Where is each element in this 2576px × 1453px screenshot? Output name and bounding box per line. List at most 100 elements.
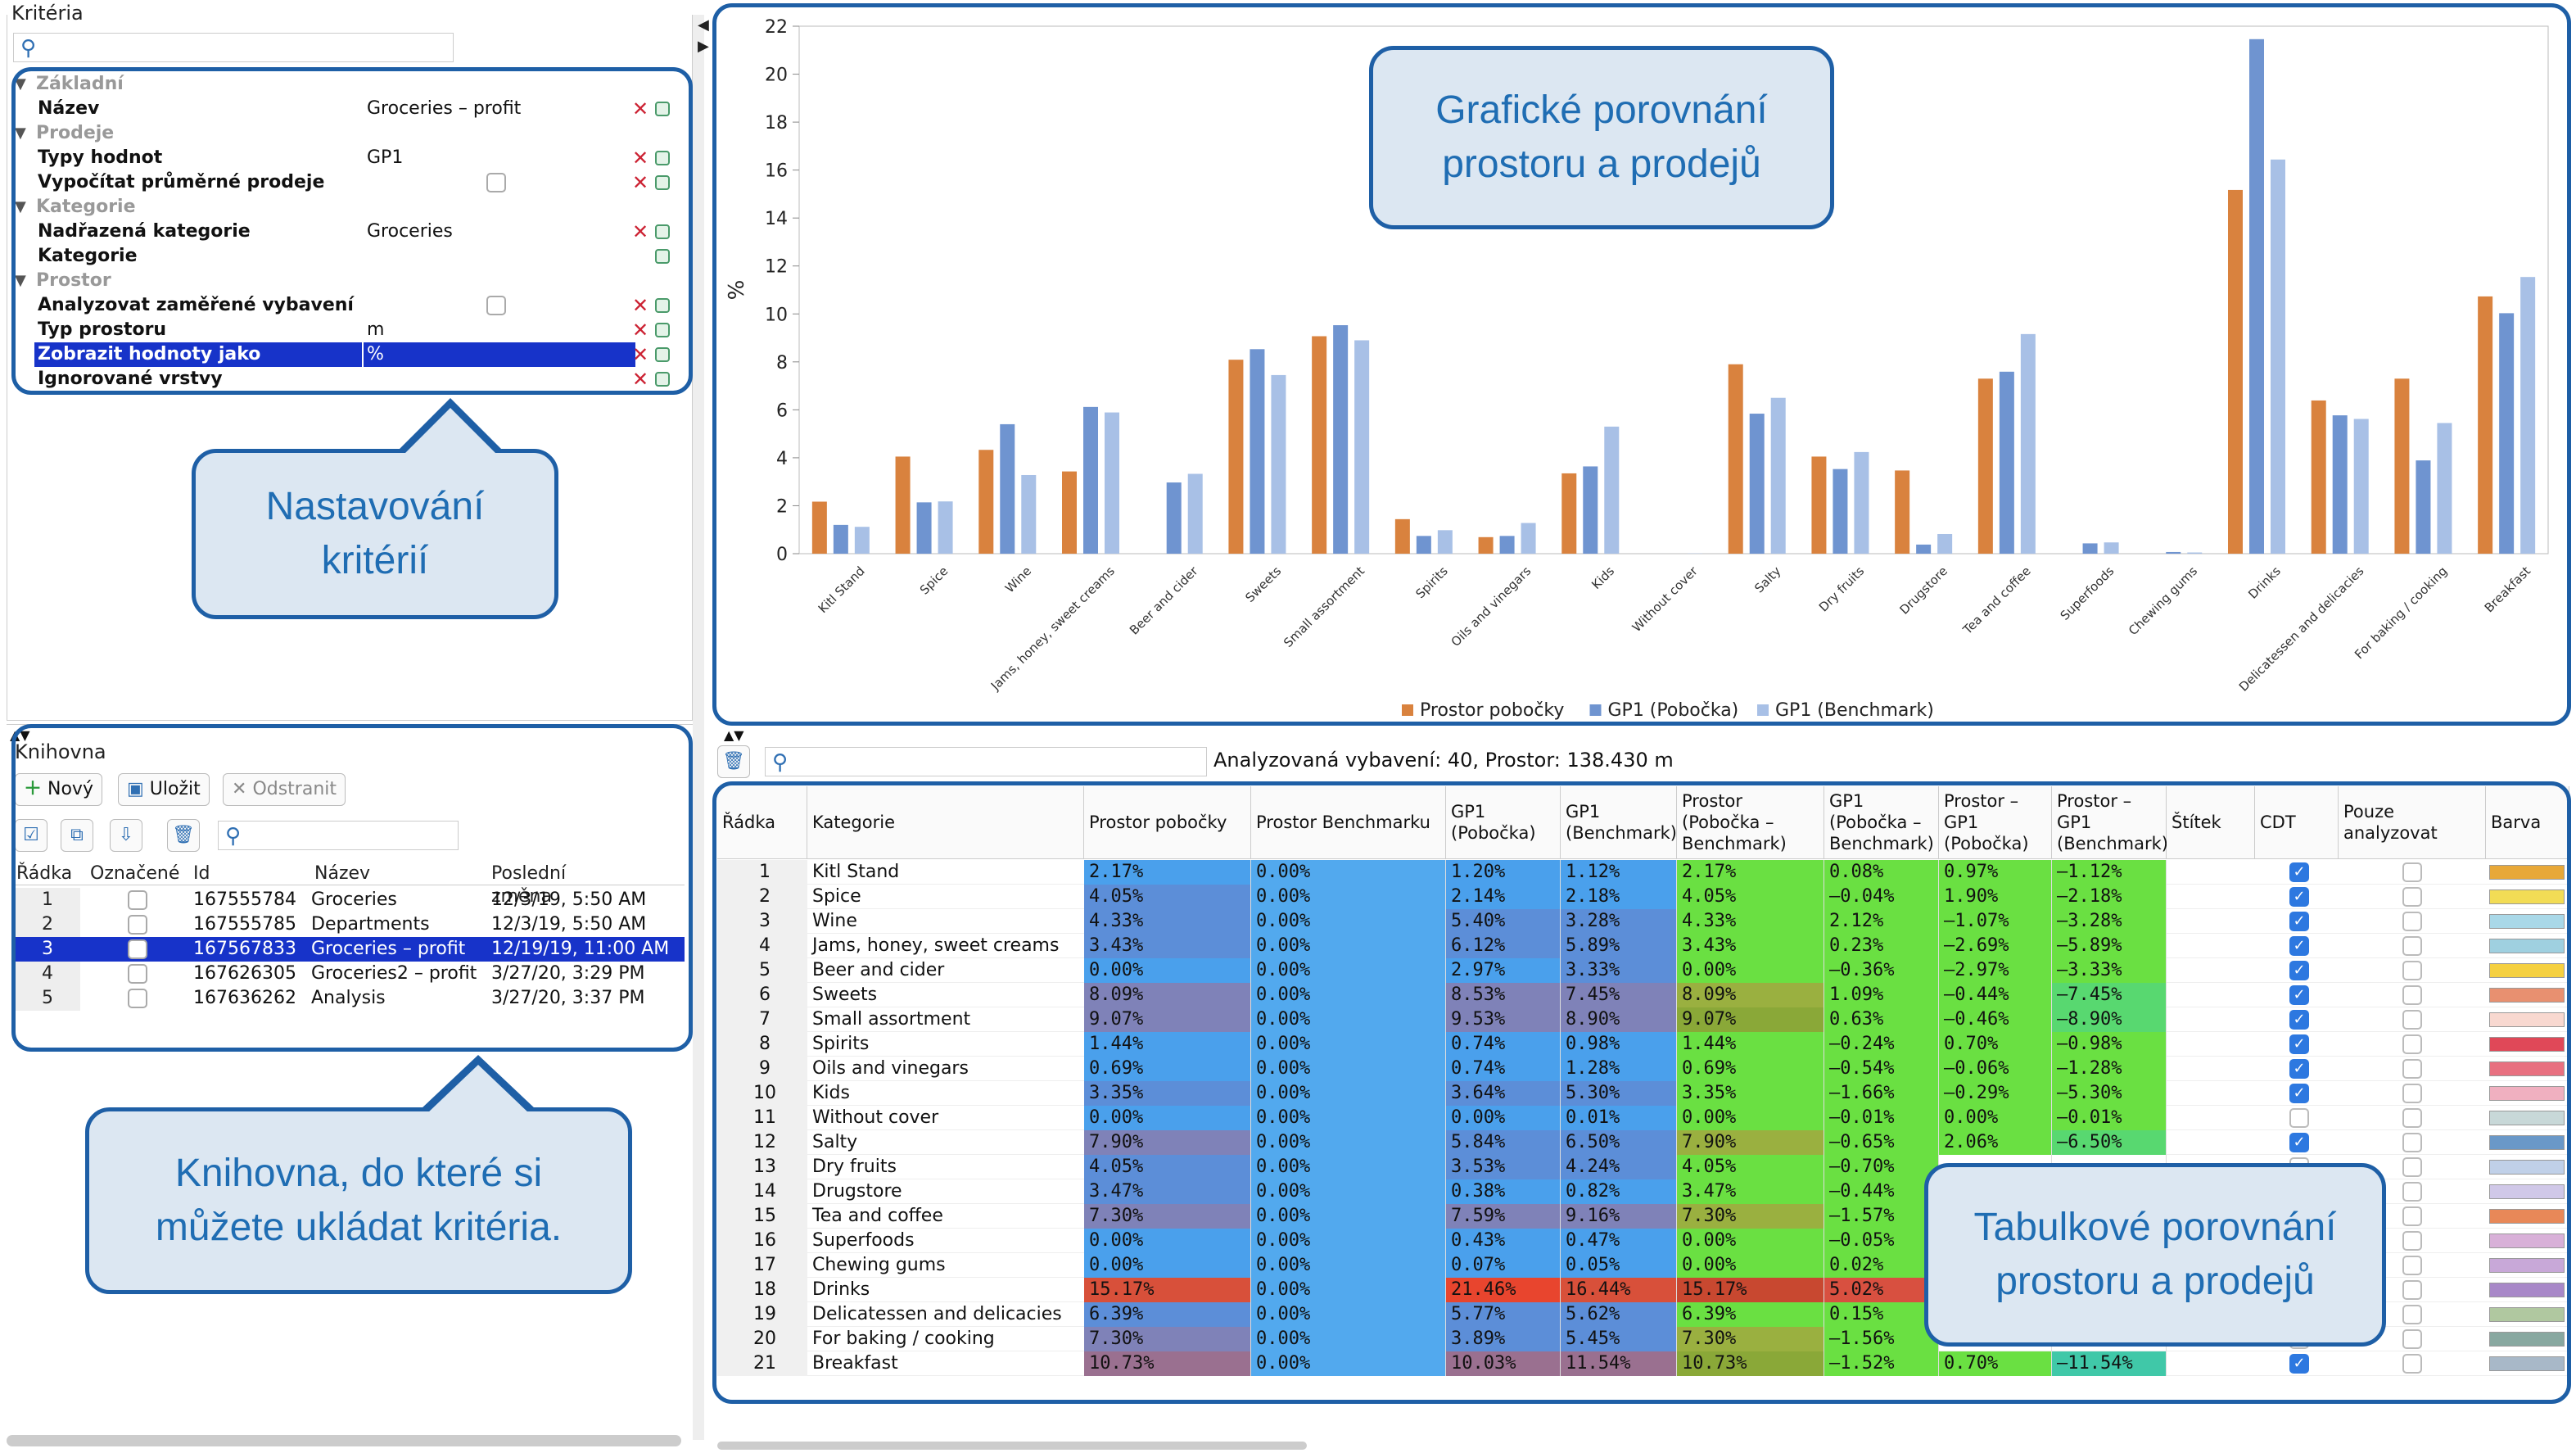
analyze-only-checkbox[interactable] xyxy=(2402,985,2422,1005)
color-swatch[interactable] xyxy=(2489,988,2565,1003)
table-row[interactable]: 8 Spirits 1.44% 0.00% 0.74% 0.98% 1.44% –0.24% 0… xyxy=(717,1032,2569,1057)
criteria-row[interactable]: Analyzovat zaměřené vybavení ✕ xyxy=(13,293,675,318)
table-row[interactable]: 18 Drinks 15.17% 0.00% 21.46% 16.44% 15.17% 5.0… xyxy=(717,1278,2569,1302)
criteria-row[interactable]: Název Groceries – profit ✕ xyxy=(13,97,675,121)
library-row[interactable]: 4 167626305 Groceries2 – profit 3/27/20, 3:… xyxy=(15,962,685,986)
color-swatch[interactable] xyxy=(2489,889,2565,904)
color-swatch[interactable] xyxy=(2489,1332,2565,1347)
cdt-checkbox[interactable]: ✓ xyxy=(2289,961,2309,980)
library-row[interactable]: 2 167555785 Departments 12/3/19, 5:50 AM xyxy=(15,912,685,937)
library-scrollbar[interactable] xyxy=(7,1435,681,1446)
confirm-icon[interactable] xyxy=(655,323,670,337)
analyze-only-checkbox[interactable] xyxy=(2402,1034,2422,1054)
color-swatch[interactable] xyxy=(2489,939,2565,953)
analyze-only-checkbox[interactable] xyxy=(2402,1206,2422,1226)
analyze-only-checkbox[interactable] xyxy=(2402,1305,2422,1324)
color-swatch[interactable] xyxy=(2489,865,2565,880)
library-column-header[interactable]: Poslední změna xyxy=(491,863,567,907)
color-swatch[interactable] xyxy=(2489,914,2565,929)
confirm-icon[interactable] xyxy=(655,102,670,116)
cdt-checkbox[interactable]: ✓ xyxy=(2289,985,2309,1005)
clear-icon[interactable]: ✕ xyxy=(632,343,649,366)
analyze-only-checkbox[interactable] xyxy=(2402,1010,2422,1030)
table-row[interactable]: 5 Beer and cider 0.00% 0.00% 2.97% 3.33% 0.00%… xyxy=(717,958,2569,983)
new-button[interactable]: ＋ Nový xyxy=(15,773,102,806)
table-row[interactable]: 19 Delicatessen and delicacies 6.39% 0.00% 5… xyxy=(717,1302,2569,1327)
save-button[interactable]: ▣ Uložit xyxy=(118,773,210,806)
checkbox[interactable] xyxy=(486,173,506,192)
criteria-value[interactable]: Groceries xyxy=(367,221,453,242)
trash-icon[interactable]: 🗑 xyxy=(167,819,200,852)
criteria-row[interactable]: Vypočítat průměrné prodeje ✕ xyxy=(13,170,675,195)
analyze-only-checkbox[interactable] xyxy=(2402,1329,2422,1349)
table-row[interactable]: 21 Breakfast 10.73% 0.00% 10.03% 11.54% 10.73%… xyxy=(717,1351,2569,1376)
library-column-header[interactable]: Označené xyxy=(90,863,180,884)
table-column-header[interactable]: GP1 (Pobočka) xyxy=(1446,786,1561,858)
color-swatch[interactable] xyxy=(2489,1233,2565,1248)
table-row[interactable]: 16 Superfoods 0.00% 0.00% 0.43% 0.47% 0.00% –0.… xyxy=(717,1229,2569,1253)
collapse-left-icon[interactable]: ◀ xyxy=(698,16,709,34)
library-mark-checkbox[interactable] xyxy=(128,989,147,1008)
confirm-icon[interactable] xyxy=(655,347,670,362)
cdt-checkbox[interactable]: ✓ xyxy=(2289,1059,2309,1079)
color-swatch[interactable] xyxy=(2489,1111,2565,1125)
table-search-input[interactable]: ⚲ xyxy=(765,747,1207,776)
criteria-row[interactable]: Nadřazená kategorie Groceries ✕ xyxy=(13,220,675,244)
library-mark-checkbox[interactable] xyxy=(128,890,147,910)
criteria-group[interactable]: ▼ Prodeje xyxy=(13,121,675,146)
confirm-icon[interactable] xyxy=(655,298,670,313)
disclosure-triangle-icon[interactable]: ▼ xyxy=(15,124,26,142)
table-column-header[interactable]: Kategorie xyxy=(807,786,1084,858)
disclosure-triangle-icon[interactable]: ▼ xyxy=(15,198,26,215)
color-swatch[interactable] xyxy=(2489,1209,2565,1224)
table-row[interactable]: 14 Drugstore 3.47% 0.00% 0.38% 0.82% 3.47% –0.4… xyxy=(717,1179,2569,1204)
table-column-header[interactable]: GP1 (Benchmark) xyxy=(1561,786,1677,858)
library-row[interactable]: 5 167636262 Analysis 3/27/20, 3:37 PM xyxy=(15,986,685,1011)
analyze-only-checkbox[interactable] xyxy=(2402,1280,2422,1300)
clear-icon[interactable]: ✕ xyxy=(632,147,649,170)
clear-icon[interactable]: ✕ xyxy=(632,319,649,342)
cdt-checkbox[interactable]: ✓ xyxy=(2289,1010,2309,1030)
cdt-checkbox[interactable]: ✓ xyxy=(2289,1084,2309,1103)
color-swatch[interactable] xyxy=(2489,1135,2565,1150)
color-swatch[interactable] xyxy=(2489,963,2565,978)
color-swatch[interactable] xyxy=(2489,1258,2565,1273)
analyze-only-checkbox[interactable] xyxy=(2402,1182,2422,1202)
table-column-header[interactable]: GP1 (Pobočka – Benchmark) xyxy=(1824,786,1939,858)
color-swatch[interactable] xyxy=(2489,1307,2565,1322)
confirm-icon[interactable] xyxy=(655,249,670,264)
cdt-checkbox[interactable]: ✓ xyxy=(2289,936,2309,956)
library-search-input[interactable]: ⚲ xyxy=(218,821,459,850)
table-scrollbar[interactable] xyxy=(717,1442,1307,1450)
confirm-icon[interactable] xyxy=(655,175,670,190)
table-row[interactable]: 7 Small assortment 9.07% 0.00% 9.53% 8.90% 9.0… xyxy=(717,1007,2569,1032)
copy-icon[interactable]: ⧉ xyxy=(61,819,93,852)
criteria-row[interactable]: Typ prostoru m ✕ xyxy=(13,318,675,342)
export-icon[interactable]: 🗑 xyxy=(717,745,750,778)
checkbox[interactable] xyxy=(486,296,506,315)
criteria-value[interactable]: GP1 xyxy=(367,147,404,168)
table-column-header[interactable]: Pouze analyzovat xyxy=(2339,786,2486,858)
table-row[interactable]: 11 Without cover 0.00% 0.00% 0.00% 0.01% 0.00%… xyxy=(717,1106,2569,1130)
clear-icon[interactable]: ✕ xyxy=(632,220,649,243)
criteria-search-input[interactable]: ⚲ xyxy=(13,33,454,62)
analyze-only-checkbox[interactable] xyxy=(2402,1231,2422,1251)
confirm-icon[interactable] xyxy=(655,151,670,165)
color-swatch[interactable] xyxy=(2489,1356,2565,1371)
color-swatch[interactable] xyxy=(2489,1012,2565,1027)
library-mark-checkbox[interactable] xyxy=(128,915,147,935)
table-row[interactable]: 17 Chewing gums 0.00% 0.00% 0.07% 0.05% 0.00% 0… xyxy=(717,1253,2569,1278)
library-column-header[interactable]: Řádka xyxy=(16,863,73,884)
import-icon[interactable]: ⇩ xyxy=(110,819,142,852)
cdt-checkbox[interactable]: ✓ xyxy=(2289,862,2309,882)
table-column-header[interactable]: Štítek xyxy=(2167,786,2255,858)
criteria-row[interactable]: Typy hodnot GP1 ✕ xyxy=(13,146,675,170)
check-all-icon[interactable]: ☑ xyxy=(15,819,47,852)
analyze-only-checkbox[interactable] xyxy=(2402,862,2422,882)
color-swatch[interactable] xyxy=(2489,1160,2565,1175)
table-row[interactable]: 4 Jams, honey, sweet creams 3.43% 0.00% 6.12… xyxy=(717,934,2569,958)
color-swatch[interactable] xyxy=(2489,1037,2565,1052)
table-row[interactable]: 9 Oils and vinegars 0.69% 0.00% 0.74% 1.28% 0.… xyxy=(717,1057,2569,1081)
cdt-checkbox[interactable]: ✓ xyxy=(2289,912,2309,931)
table-row[interactable]: 2 Spice 4.05% 0.00% 2.14% 2.18% 4.05% –0.04% 1.9… xyxy=(717,885,2569,909)
